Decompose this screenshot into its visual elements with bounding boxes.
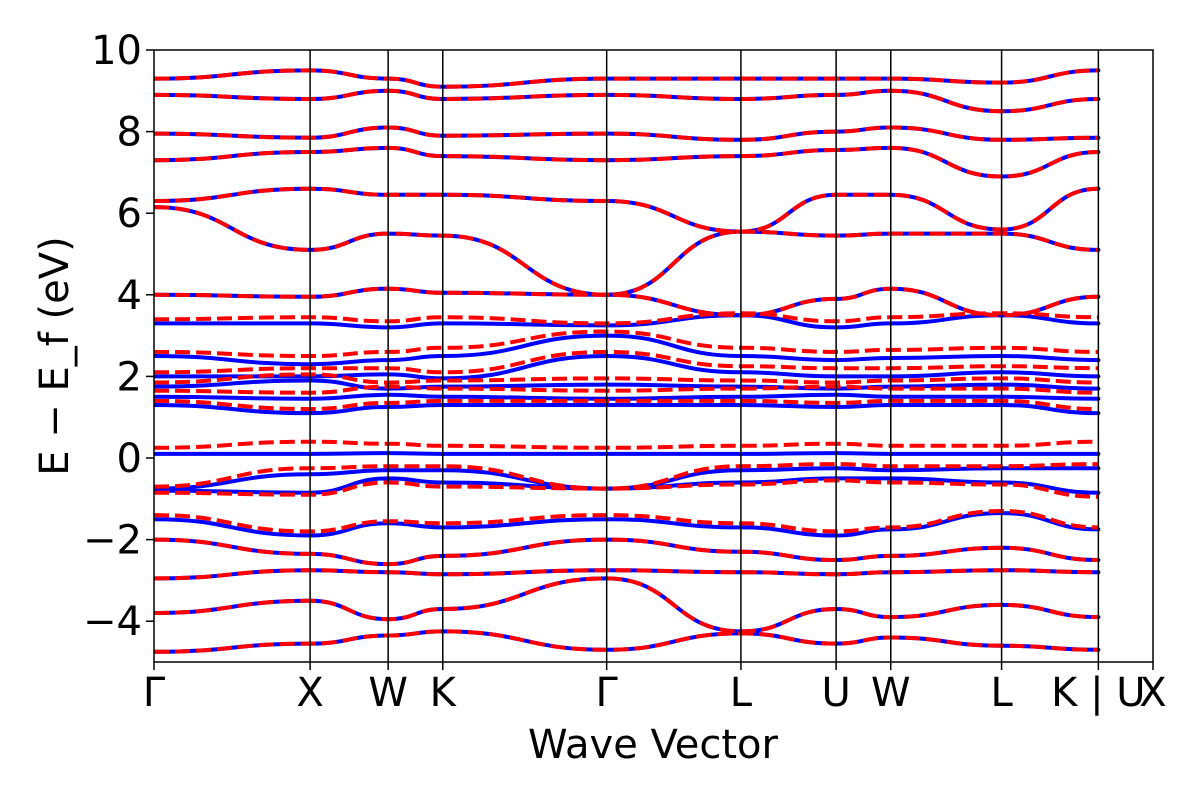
x-tick-label-3: K <box>430 670 458 716</box>
band-solid-5 <box>154 476 1101 495</box>
plot-frame <box>153 49 1154 663</box>
band-solid-9 <box>154 392 1101 401</box>
band-dashed-3 <box>154 537 1099 567</box>
band-dashed-20 <box>154 68 1099 89</box>
x-tick-label-9: K | U <box>1051 670 1145 716</box>
plot-area <box>154 68 1101 654</box>
x-tick-label-0: Γ <box>143 670 166 716</box>
band-dashed-16 <box>154 186 1099 234</box>
high-symmetry-lines <box>309 50 1100 662</box>
y-tick-label-2: 0 <box>117 436 142 482</box>
y-tick-label-3: 2 <box>117 354 142 400</box>
band-solid-8 <box>154 402 1101 416</box>
band-dashed-7 <box>154 439 1099 450</box>
band-dashed-17 <box>154 145 1099 179</box>
band-dashed-15 <box>154 205 1099 297</box>
band-solid-12 <box>154 333 1101 367</box>
band-solid-16 <box>154 186 1101 234</box>
band-dashed-0 <box>154 629 1099 654</box>
band-dashed-10 <box>154 372 1099 385</box>
x-tick-label-1: X <box>296 670 323 716</box>
x-tick-label-5: L <box>730 670 753 716</box>
band-dashed-8 <box>154 398 1099 412</box>
band-dashed-4 <box>154 508 1099 534</box>
band-solid-1 <box>154 576 1101 634</box>
x-tick-label-4: Γ <box>596 670 619 716</box>
x-axis-title: Wave Vector <box>528 722 779 768</box>
y-tick-label-6: 8 <box>117 110 142 156</box>
band-solid-7 <box>154 451 1101 456</box>
band-dashed-19 <box>154 88 1099 114</box>
y-tick-label-0: −4 <box>83 599 142 645</box>
band-solid-20 <box>154 68 1101 89</box>
band-solid-11 <box>154 353 1101 381</box>
y-tick-label-5: 6 <box>117 191 142 237</box>
y-tick-label-4: 4 <box>117 273 142 319</box>
band-dashed-9 <box>154 384 1099 395</box>
x-tick-label-8: L <box>990 670 1013 716</box>
y-tick-label-1: −2 <box>83 518 142 564</box>
band-dashed-13 <box>154 311 1099 326</box>
x-tick-label-2: W <box>368 670 408 716</box>
band-solid-17 <box>154 145 1101 179</box>
y-axis-title: E − E_f (eV) <box>32 236 78 475</box>
band-dashed-6 <box>154 462 1099 491</box>
band-dashed-14 <box>154 286 1099 318</box>
band-dashed-11 <box>154 349 1099 375</box>
band-solid-10 <box>154 378 1101 391</box>
band-dashed-5 <box>154 478 1099 499</box>
y-axis-ticks: −4 −2 0 2 4 6 8 10 <box>83 28 154 645</box>
band-dashed-18 <box>154 125 1099 142</box>
y-tick-label-7: 10 <box>91 28 142 74</box>
x-tick-label-10: X <box>1139 670 1166 716</box>
x-tick-label-7: W <box>871 670 911 716</box>
band-dashed-1 <box>154 576 1099 634</box>
x-tick-label-6: U <box>821 670 850 716</box>
band-dashed-2 <box>154 568 1099 581</box>
